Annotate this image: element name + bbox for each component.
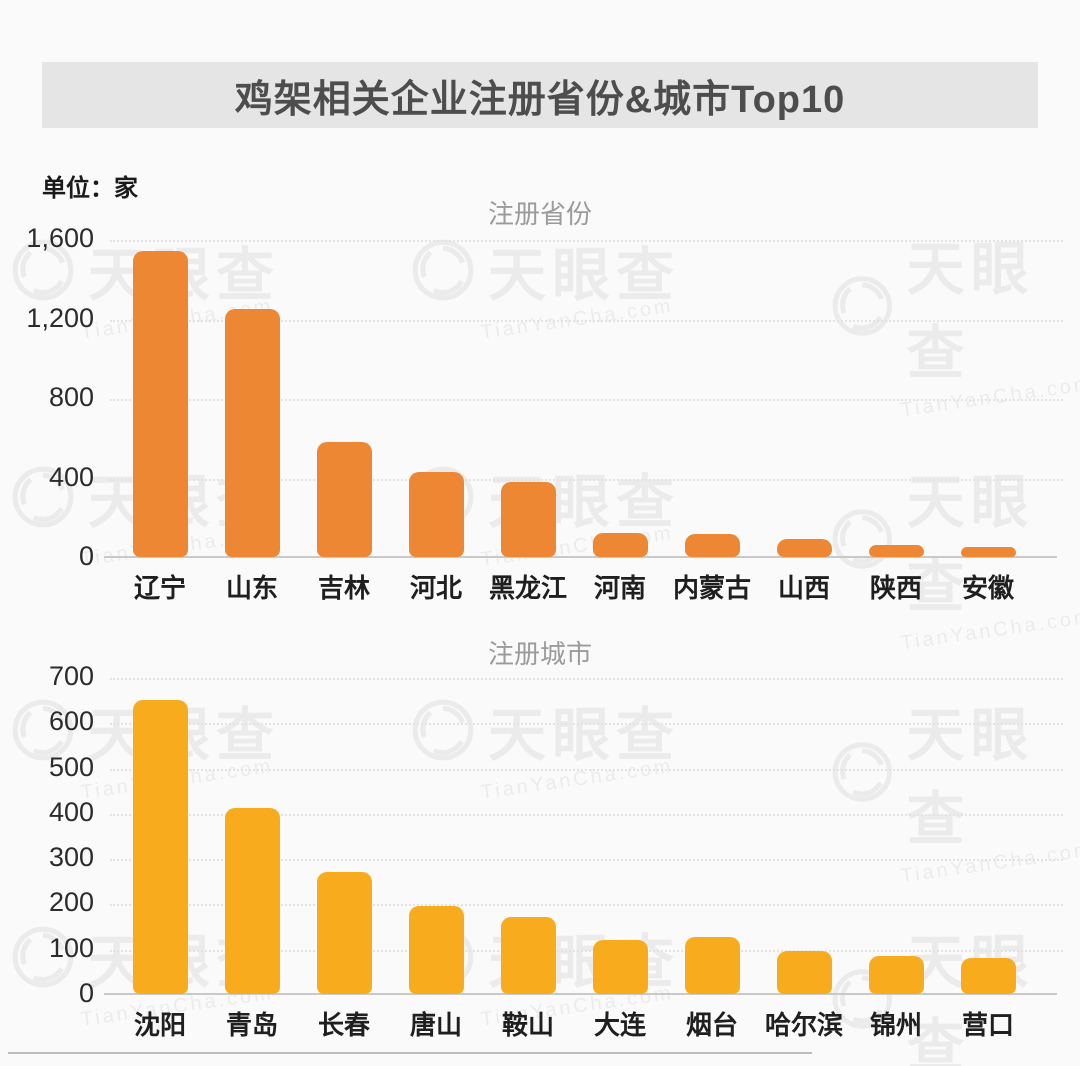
x-axis-category-label: 黑龙江 [488,573,567,603]
x-axis-category-label: 河北 [409,573,462,603]
bar-辽宁 [132,250,188,557]
x-axis-category-label: 陕西 [869,573,922,603]
x-axis-category-label: 安徽 [961,573,1014,603]
gridline [110,723,1063,726]
x-axis-category-label: 吉林 [317,573,370,603]
y-axis-tick-label: 700 [48,660,94,691]
bar-哈尔滨 [776,950,832,994]
bar-沈阳 [132,699,188,994]
chart-subtitle-provinces: 注册省份 [487,199,592,229]
gridline [110,478,1063,481]
y-axis-tick-label: 300 [48,842,94,873]
y-axis-tick-label: 400 [48,796,94,827]
bar-山西 [776,539,832,557]
x-axis-category-label: 唐山 [409,1010,462,1040]
bar-烟台 [684,937,740,994]
title-band: 鸡架相关企业注册省份&城市Top10 [42,62,1038,128]
bar-黑龙江 [500,482,556,557]
x-axis-category-label: 内蒙古 [672,573,751,603]
bar-锦州 [868,955,924,994]
x-axis-category-label: 河南 [593,573,646,603]
gridline [110,813,1063,816]
bar-陕西 [868,545,924,557]
gridline [110,678,1063,680]
gridline [110,240,1063,242]
bar-大连 [592,939,648,994]
x-axis-category-label: 青岛 [225,1010,278,1040]
gridline [110,949,1063,952]
bar-内蒙古 [684,534,740,557]
gridline [110,904,1063,907]
x-axis-category-label: 大连 [593,1010,646,1040]
bar-河北 [408,471,464,557]
chart-subtitle-cities: 注册城市 [487,639,592,669]
x-axis-category-label: 鞍山 [501,1010,554,1040]
y-axis-tick-label: 0 [78,977,94,1008]
gridline [110,399,1063,401]
y-axis-tick-label: 1,200 [26,302,94,333]
x-axis-category-label: 烟台 [685,1010,738,1040]
y-axis-tick-label: 100 [48,932,94,963]
y-axis-tick-label: 1,600 [26,222,94,253]
footer-divider [8,1052,812,1054]
bar-山东 [224,308,280,557]
bar-唐山 [408,905,464,994]
unit-label: 单位：家 [42,175,138,202]
gridline [110,859,1063,862]
x-axis-category-label: 营口 [961,1010,1014,1040]
x-axis-line [104,556,1057,558]
page-title: 鸡架相关企业注册省份&城市Top10 [234,78,846,121]
x-axis-category-label: 辽宁 [133,573,186,603]
y-axis-tick-label: 600 [48,706,94,737]
y-axis-tick-label: 0 [78,540,94,571]
x-axis-category-label: 哈尔滨 [764,1010,843,1040]
gridline [110,319,1063,322]
x-axis-category-label: 山西 [777,573,830,603]
bar-安徽 [960,547,1016,557]
x-axis-category-label: 沈阳 [133,1010,186,1040]
bar-chart-provinces: 0 400 800 1,200 1,600 辽宁 山东 吉林 河北 黑龙江 河南 内蒙古 山西 陕西 安徽 [26,223,1063,603]
bar-营口 [960,957,1016,994]
bar-鞍山 [500,917,556,994]
x-axis-category-label: 山东 [225,573,278,603]
x-axis-category-label: 长春 [317,1010,370,1040]
y-axis-tick-label: 800 [48,381,94,412]
y-axis-tick-label: 400 [48,461,94,492]
y-axis-tick-label: 500 [48,751,94,782]
y-axis-tick-label: 200 [48,887,94,918]
gridline [110,768,1063,771]
x-axis-category-label: 锦州 [869,1010,922,1040]
bar-chart-cities: 0 100 200 300 400 500 600 700 沈阳 青岛 长春 唐山 鞍山 大连 烟台 哈尔滨锦… [49,661,1063,1040]
bar-河南 [592,533,648,557]
bar-长春 [316,871,372,994]
x-axis-line [104,993,1057,995]
bar-吉林 [316,441,372,557]
bar-青岛 [224,808,280,994]
